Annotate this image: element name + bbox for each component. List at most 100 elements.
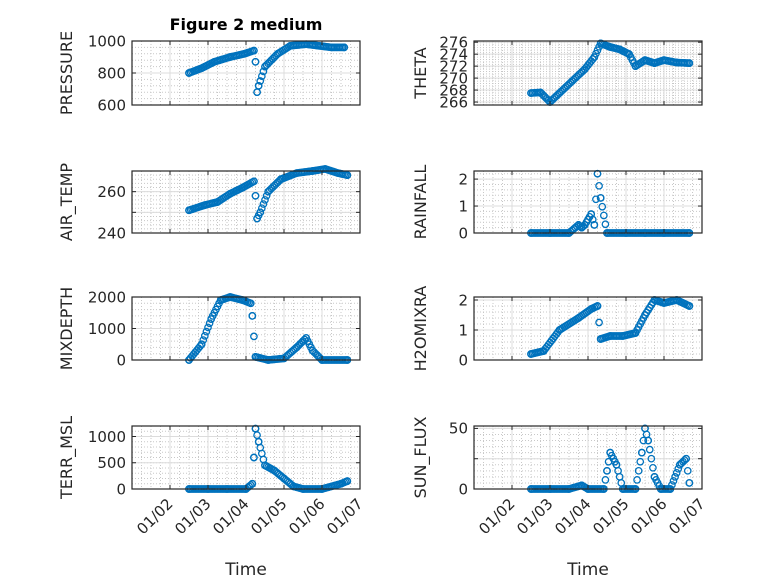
data-point — [337, 479, 345, 488]
data-point — [259, 67, 268, 76]
data-point — [641, 56, 649, 64]
data-point — [259, 200, 268, 208]
y-tick-label: 1 — [458, 197, 468, 215]
data-point — [185, 69, 193, 77]
data-point — [633, 476, 641, 484]
data-point — [555, 89, 564, 97]
data-point — [343, 171, 352, 179]
y-axis-label: THETA — [411, 47, 430, 99]
data-point — [240, 49, 249, 58]
data-point — [210, 57, 219, 66]
data-point — [596, 194, 605, 202]
data-point — [197, 340, 206, 349]
data-point — [574, 314, 583, 322]
data-point — [675, 460, 684, 469]
data-point — [595, 318, 603, 327]
data-point — [343, 477, 352, 485]
data-point — [669, 477, 678, 485]
data-point — [292, 343, 301, 352]
x-axis-label-left: Time — [224, 560, 267, 580]
y-axis-label: H2OMIXRA — [411, 286, 430, 372]
data-point — [333, 169, 342, 177]
y-tick-label: 600 — [97, 96, 126, 114]
y-tick-label: 0 — [458, 480, 468, 498]
y-tick-label: 1000 — [88, 320, 126, 338]
subplot-h2omixra: 0 1 2 H2OMIXRA — [411, 286, 703, 372]
y-tick-label: 1000 — [88, 428, 126, 446]
y-tick-label: 500 — [97, 454, 126, 472]
subplot-mixdepth: 0 1000 2000 MIXDEPTH — [57, 287, 361, 370]
x-ticks — [511, 41, 703, 105]
data-point — [199, 336, 208, 344]
x-ticks — [169, 171, 361, 233]
data-point — [207, 315, 216, 323]
y-axis-label: PRESSURE — [57, 31, 76, 115]
data-point — [261, 62, 269, 71]
data-point — [595, 181, 603, 190]
data-point — [685, 479, 694, 487]
data-point — [238, 183, 247, 192]
data-point — [280, 474, 288, 483]
data-point — [555, 326, 564, 334]
y-ticks: 240 260 — [97, 183, 360, 242]
y-tick-label: 272 — [439, 57, 468, 75]
data-point — [544, 96, 553, 105]
y-ticks: 600 800 1000 — [88, 32, 360, 114]
data-point — [606, 332, 615, 340]
data-point — [650, 473, 659, 481]
x-ticks — [511, 171, 703, 233]
data-point — [568, 77, 577, 85]
data-point — [196, 342, 204, 351]
series-markers — [185, 165, 352, 223]
data-point — [598, 202, 607, 211]
data-point — [580, 65, 589, 73]
data-point — [645, 445, 654, 454]
y-tick-label: 240 — [97, 224, 126, 242]
data-point — [261, 461, 269, 470]
data-point — [601, 476, 610, 484]
data-point — [292, 169, 301, 177]
y-tick-label: 1000 — [88, 32, 126, 50]
data-point — [226, 53, 235, 61]
data-point — [593, 302, 602, 310]
y-axis-label: SUN_FLUX — [411, 417, 431, 499]
data-point — [200, 331, 209, 340]
y-axis-label: RAINFALL — [411, 165, 430, 240]
data-point — [250, 46, 258, 55]
data-point — [321, 165, 330, 173]
y-tick-label: 260 — [97, 183, 126, 201]
y-ticks: 0 1 2 — [458, 170, 702, 242]
y-ticks: 0 500 1000 — [88, 428, 360, 498]
data-point — [257, 72, 266, 81]
data-point — [650, 59, 659, 67]
data-point — [340, 43, 349, 52]
data-point — [682, 454, 691, 463]
y-tick-label: 50 — [449, 420, 468, 438]
data-point — [671, 473, 679, 481]
y-tick-label: 0 — [458, 351, 468, 369]
data-point — [308, 346, 317, 355]
y-tick-label: 270 — [439, 69, 468, 87]
y-tick-label: 276 — [439, 33, 468, 51]
data-point — [250, 453, 258, 462]
data-point — [262, 191, 271, 200]
data-point — [618, 332, 627, 340]
data-point — [606, 448, 615, 457]
y-axis-label: MIXDEPTH — [57, 287, 76, 370]
data-point — [576, 222, 584, 231]
data-point — [644, 436, 653, 445]
data-point — [641, 424, 649, 433]
y-tick-label: 268 — [439, 81, 468, 99]
data-point — [204, 323, 212, 332]
data-point — [248, 312, 257, 320]
x-ticks — [511, 297, 703, 360]
data-point — [631, 62, 640, 70]
data-point — [250, 332, 258, 341]
data-point — [256, 208, 265, 217]
data-point — [280, 354, 288, 363]
data-point — [248, 479, 257, 488]
data-point — [246, 481, 255, 489]
data-point — [197, 64, 206, 73]
subplot-pressure: 600 800 1000 PRESSURE — [57, 31, 361, 115]
